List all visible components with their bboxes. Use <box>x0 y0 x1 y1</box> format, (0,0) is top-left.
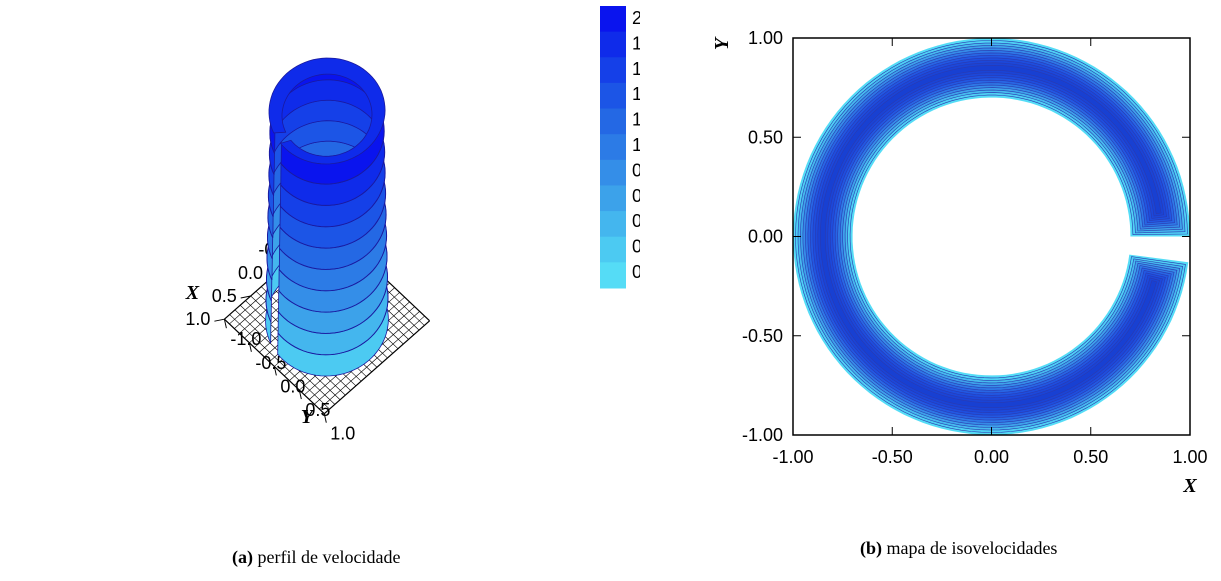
contour-level <box>807 52 1175 421</box>
y-tick-mark <box>273 366 277 376</box>
velocity-profile-3d-chart: -1.0-0.50.00.51.0-1.0-0.50.00.51.0XY2.01… <box>185 6 640 444</box>
x-axis-label: X <box>185 282 200 304</box>
y-tick-label: -1.0 <box>230 329 261 349</box>
colorbar-swatch <box>600 134 626 161</box>
x-tick-mark <box>240 295 251 299</box>
colorbar-swatch <box>600 82 626 110</box>
contour-level <box>805 50 1178 423</box>
caption-a-tag: (a) <box>232 547 253 567</box>
x-tick-label: 1.0 <box>185 309 210 329</box>
contour-level <box>800 45 1183 428</box>
caption-b-tag: (b) <box>860 538 882 558</box>
colorbar-swatch <box>600 57 626 84</box>
y-tick-mark <box>323 413 327 423</box>
grid-line-y <box>323 320 430 415</box>
surface-crest <box>268 57 386 165</box>
y-tick-label: 0.0 <box>280 376 305 396</box>
caption-a: (a) perfil de velocidade <box>232 547 400 568</box>
colorbar-swatch <box>600 159 626 186</box>
colorbar-swatch <box>600 6 626 33</box>
colorbar-tick-label: 0.2 <box>632 237 640 257</box>
caption-b: (b) mapa de isovelocidades <box>860 538 1057 559</box>
contour-level <box>795 40 1188 433</box>
y-tick-mark <box>298 389 302 400</box>
colorbar-tick-label: 1.0 <box>632 135 640 155</box>
contour-level <box>815 60 1167 414</box>
contour-field <box>793 38 1190 435</box>
grid-line-y <box>319 315 425 410</box>
velocity-surface <box>265 57 389 377</box>
contour-level <box>797 42 1186 431</box>
y-tick-label: -0.50 <box>742 326 783 346</box>
colorbar-tick-label: 1.4 <box>632 84 640 104</box>
x-tick-label: 0.50 <box>1073 447 1108 467</box>
caption-b-text: mapa de isovelocidades <box>886 538 1058 558</box>
colorbar: 2.0 1.8 1.6 1.4 1.2 1.0 0.8 0.6 0.4 0.2 0.0 <box>600 6 640 289</box>
x-tick-label: 0.5 <box>212 286 237 306</box>
colorbar-tick-label: 1.2 <box>632 110 640 130</box>
colorbar-tick-label: 1.6 <box>632 59 640 79</box>
colorbar-tick-label: 0.8 <box>632 160 640 180</box>
x-tick-label: -1.00 <box>772 447 813 467</box>
x-tick-label: 0.0 <box>238 263 263 283</box>
colorbar-swatch <box>600 236 626 263</box>
caption-a-text: perfil de velocidade <box>257 547 401 567</box>
colorbar-tick-label: 1.8 <box>632 33 640 53</box>
x-tick-label: 1.00 <box>1172 447 1207 467</box>
y-tick-mark <box>248 342 252 352</box>
contour-level <box>812 57 1170 416</box>
colorbar-swatch <box>600 31 626 58</box>
y-axis-label: Y <box>711 36 733 50</box>
colorbar-tick-label: 0.6 <box>632 186 640 206</box>
x-tick-label: -0.50 <box>872 447 913 467</box>
colorbar-swatch <box>600 211 626 238</box>
contour-level <box>819 64 1162 409</box>
annulus-outer-band <box>793 38 1190 435</box>
isovelocity-contour-chart: -1.00 -0.50 0.00 0.50 1.00 1.00 0.50 0.00 -0.50 -… <box>711 28 1208 497</box>
y-tick-mark <box>223 319 227 329</box>
colorbar-tick-label: 0.4 <box>632 211 640 231</box>
y-tick-label: 0.50 <box>748 127 783 147</box>
y-tick-label: 0.00 <box>748 227 783 247</box>
x-tick-mark <box>214 318 225 322</box>
x-tick-label: 0.00 <box>974 447 1009 467</box>
colorbar-tick-label: 2.0 <box>632 8 640 28</box>
y-axis-label: Y <box>301 406 315 428</box>
x-axis-label: X <box>1182 475 1197 497</box>
y-tick-label: -0.5 <box>255 353 286 373</box>
y-tick-label: 1.00 <box>748 28 783 48</box>
colorbar-swatch <box>600 185 626 212</box>
colorbar-swatch <box>600 262 626 289</box>
colorbar-tick-label: 0.0 <box>632 262 640 282</box>
contour-level <box>810 55 1173 418</box>
contour-level <box>802 47 1181 426</box>
grid-line-x <box>229 314 330 410</box>
grid-line-x <box>223 318 325 415</box>
colorbar-swatch <box>600 108 626 135</box>
y-tick-label: 1.0 <box>330 424 355 444</box>
y-tick-label: -1.00 <box>742 425 783 445</box>
contour-level <box>817 62 1165 411</box>
